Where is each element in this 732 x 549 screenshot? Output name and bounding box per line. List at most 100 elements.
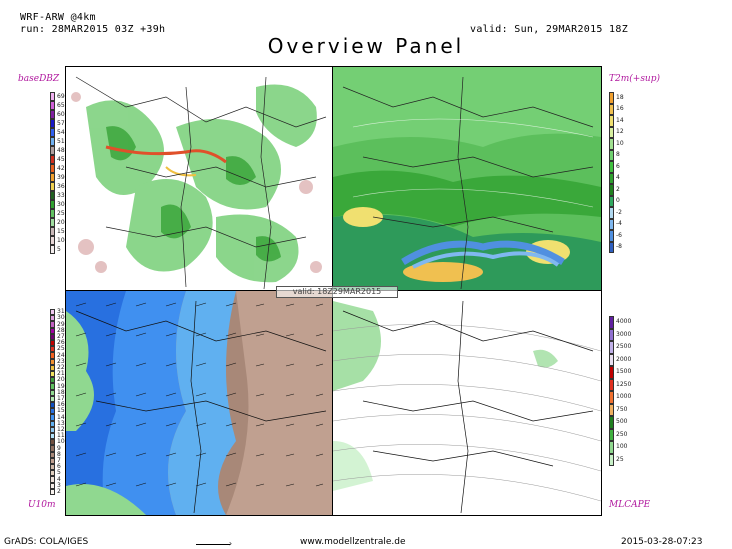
model-label: WRF-ARW @4km — [20, 12, 96, 23]
colorbar-label: 39 — [57, 173, 65, 181]
colorbar-label: 25 — [57, 345, 65, 353]
colorbar-label: 7 — [57, 456, 61, 464]
colorbar-label: 29 — [57, 320, 65, 328]
colorbar-label: 4 — [57, 475, 61, 483]
colorbar-label: -8 — [616, 243, 622, 251]
panel-label-basedbz: baseDBZ — [18, 74, 60, 84]
colorbar-label: 14 — [616, 116, 624, 124]
colorbar-cell — [50, 173, 55, 182]
colorbar-label: 25 — [57, 209, 65, 217]
colorbar-cell — [609, 230, 614, 242]
colorbar-label: 45 — [57, 155, 65, 163]
colorbar-label: 2500 — [616, 343, 632, 351]
run-label: run: 28MAR2015 03Z +39h — [20, 24, 166, 35]
colorbar-label: 30 — [57, 314, 65, 322]
colorbar-label: 25 — [616, 455, 624, 463]
colorbar-cell — [609, 126, 614, 138]
colorbar-label: 20 — [57, 218, 65, 226]
colorbar-cell — [50, 110, 55, 119]
colorbar-cell — [609, 341, 614, 354]
colorbar-label: 4 — [616, 174, 620, 182]
colorbar-cell — [50, 101, 55, 110]
colorbar-label: 4000 — [616, 318, 632, 326]
colorbar-label: 17 — [57, 394, 65, 402]
colorbar-cell — [50, 200, 55, 209]
colorbar-cell — [50, 364, 55, 371]
colorbar-cell — [609, 115, 614, 127]
colorbar-label: 12 — [616, 128, 624, 136]
map-panel-temperature[interactable] — [332, 66, 602, 291]
colorbar-label: 33 — [57, 191, 65, 199]
colorbar-cell — [50, 128, 55, 137]
colorbar-label: 1000 — [616, 393, 632, 401]
colorbar-cell — [609, 353, 614, 366]
colorbar-cell — [609, 316, 614, 329]
colorbar-cell — [609, 207, 614, 219]
colorbar-label: 26 — [57, 339, 65, 347]
colorbar-cell — [50, 482, 55, 489]
colorbar-cell — [50, 476, 55, 483]
colorbar-label: 10 — [616, 139, 624, 147]
map-panel-wind[interactable] — [65, 290, 333, 516]
colorbar-label: 3 — [57, 481, 61, 489]
colorbar-label: 11 — [57, 432, 65, 440]
colorbar-label: 54 — [57, 128, 65, 136]
colorbar-cell — [50, 395, 55, 402]
colorbar-label: 2 — [57, 487, 61, 495]
colorbar-cell — [50, 433, 55, 440]
colorbar-cell — [50, 191, 55, 200]
colorbar-label: 42 — [57, 164, 65, 172]
colorbar-cell — [50, 488, 55, 495]
colorbar-cell — [50, 327, 55, 334]
colorbar-label: 100 — [616, 443, 628, 451]
colorbar-label: 10 — [57, 236, 65, 244]
colorbar-label: 12 — [57, 425, 65, 433]
colorbar-cell — [609, 218, 614, 230]
scale-arrow — [196, 544, 230, 545]
colorbar-cell — [609, 195, 614, 207]
panel-label-t2m: T2m(+sup) — [609, 74, 661, 84]
colorbar-cell — [50, 414, 55, 421]
colorbar-cell — [50, 451, 55, 458]
colorbar-cell — [50, 464, 55, 471]
colorbar-label: 51 — [57, 137, 65, 145]
colorbar-cell — [609, 391, 614, 404]
colorbar-label: 31 — [57, 308, 65, 316]
colorbar-cell — [609, 453, 614, 466]
colorbar-cell — [50, 377, 55, 384]
colorbar-cell — [50, 352, 55, 359]
colorbar-cell — [609, 416, 614, 429]
colorbar-cell — [50, 470, 55, 477]
map-panel-mlcape[interactable] — [332, 290, 602, 516]
colorbar-cell — [50, 445, 55, 452]
colorbar-label: 20 — [57, 376, 65, 384]
colorbar-label: 13 — [57, 419, 65, 427]
colorbar-cell — [50, 457, 55, 464]
map-panel-radar-reflectivity[interactable] — [65, 66, 333, 291]
colorbar-cell — [609, 138, 614, 150]
colorbar-label: 21 — [57, 370, 65, 378]
colorbar-cell — [50, 209, 55, 218]
colorbar-label: 8 — [57, 450, 61, 458]
colorbar-label: 15 — [57, 407, 65, 415]
colorbar-label: 250 — [616, 430, 628, 438]
colorbar-label: 23 — [57, 357, 65, 365]
colorbar-label: -6 — [616, 231, 622, 239]
colorbar-cell — [50, 383, 55, 390]
colorbar-cell — [609, 378, 614, 391]
colorbar-cell — [609, 149, 614, 161]
colorbar-cell — [609, 161, 614, 173]
colorbar-label: 27 — [57, 332, 65, 340]
colorbar-cell — [609, 428, 614, 441]
colorbar-label: 19 — [57, 382, 65, 390]
colorbar-cell — [50, 333, 55, 340]
colorbar-label: 36 — [57, 182, 65, 190]
colorbar-cell — [609, 92, 614, 104]
colorbar-label: 22 — [57, 363, 65, 371]
scale-arrow-head-icon: › — [228, 539, 233, 548]
colorbar-cell — [50, 119, 55, 128]
colorbar-label: 30 — [57, 200, 65, 208]
colorbar-label: 18 — [57, 388, 65, 396]
colorbar-cell — [50, 420, 55, 427]
colorbar-label: -2 — [616, 208, 622, 216]
